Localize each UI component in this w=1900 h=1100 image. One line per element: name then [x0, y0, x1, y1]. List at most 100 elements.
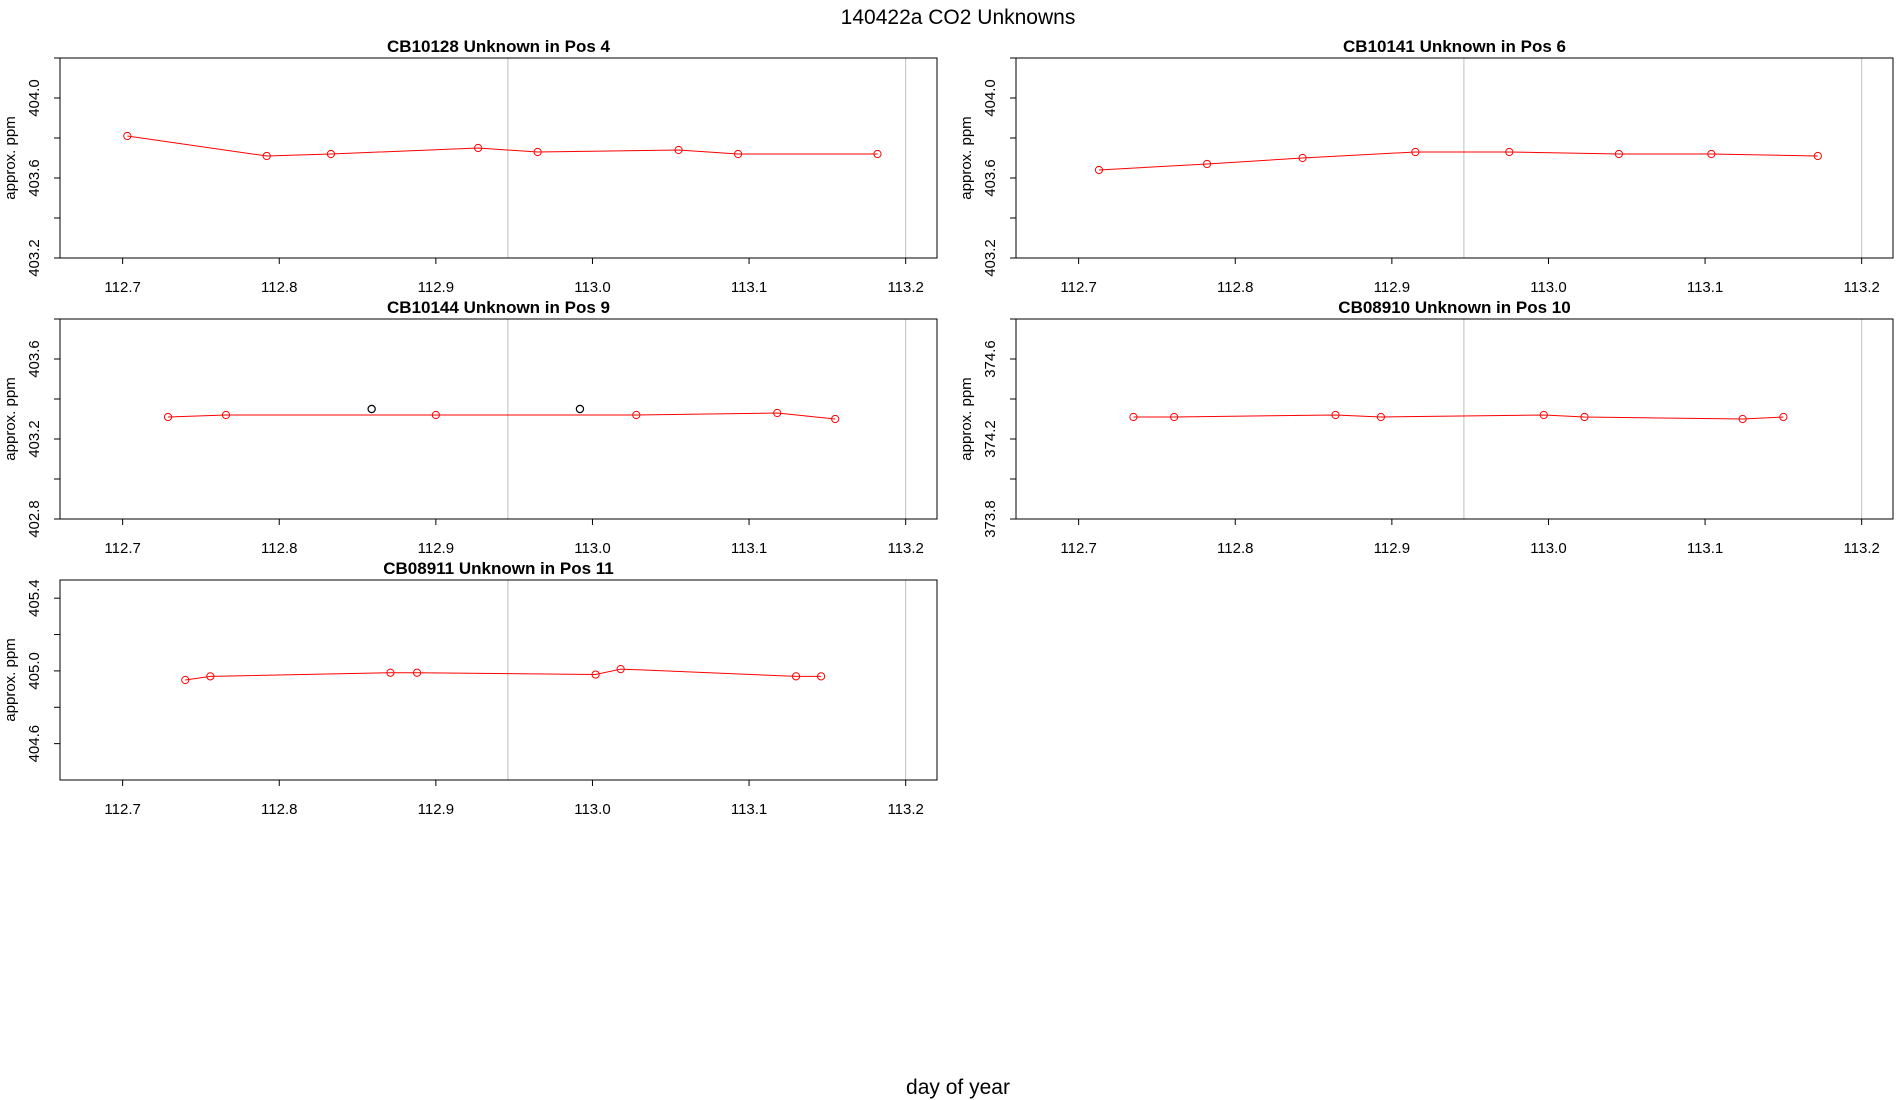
data-point	[533, 147, 542, 157]
plot-frame	[1015, 318, 1894, 520]
data-point	[221, 410, 231, 420]
x-tick-label: 113.1	[731, 279, 767, 296]
data-point	[1539, 410, 1548, 420]
y-tick-label: 404.0	[26, 79, 43, 117]
x-tick-label: 112.7	[104, 540, 140, 557]
data-point	[1813, 151, 1822, 161]
data-point	[1129, 412, 1138, 422]
x-tick-label: 113.2	[887, 801, 923, 818]
x-tick-label: 113.0	[1530, 540, 1566, 557]
y-axis-label: approx. ppm	[2, 377, 19, 460]
data-point	[632, 410, 641, 420]
data-point	[873, 149, 882, 159]
data-point	[474, 143, 483, 153]
y-tick-label: 373.8	[982, 500, 999, 538]
series-line	[127, 135, 878, 157]
figure-xlabel: day of year	[906, 1076, 1010, 1099]
series-line	[168, 412, 836, 420]
data-point	[1707, 149, 1716, 159]
data-point	[1298, 153, 1307, 163]
panel-title: CB08911 Unknown in Pos 11	[383, 559, 614, 578]
panel-title: CB10128 Unknown in Pos 4	[387, 37, 610, 56]
data-point	[181, 675, 190, 685]
x-tick-label: 113.2	[1843, 279, 1879, 296]
plot-frame	[1015, 57, 1894, 259]
panel-5: CB08911 Unknown in Pos 11 112.7 112.8 112.9…	[2, 559, 938, 818]
x-tick-label: 112.7	[1060, 279, 1096, 296]
x-tick-label: 113.0	[574, 801, 610, 818]
data-point	[1614, 149, 1624, 159]
y-axis-label: approx. ppm	[958, 377, 975, 460]
y-axis-label: approx. ppm	[2, 116, 19, 199]
panel-1: CB10128 Unknown in Pos 4 112.7 112.8 112.9 1…	[2, 37, 938, 296]
x-tick-label: 112.9	[418, 540, 454, 557]
x-tick-label: 113.2	[887, 279, 923, 296]
x-tick-label: 112.8	[261, 279, 297, 296]
y-tick-label: 403.6	[26, 340, 43, 378]
panel-title: CB08910 Unknown in Pos 10	[1338, 298, 1570, 317]
x-tick-label: 113.1	[1687, 540, 1723, 557]
x-tick-label: 113.0	[574, 279, 610, 296]
x-tick-label: 113.0	[574, 540, 610, 557]
data-point	[591, 670, 600, 679]
data-point	[1505, 147, 1514, 157]
data-point	[262, 151, 271, 161]
data-point	[674, 145, 683, 155]
data-point	[817, 672, 826, 681]
series-line	[185, 668, 822, 681]
data-point	[431, 410, 440, 420]
y-tick-label: 402.8	[26, 500, 43, 538]
y-tick-label: 403.6	[26, 159, 43, 197]
data-point	[1202, 159, 1212, 169]
data-point	[123, 131, 132, 141]
data-point	[1779, 412, 1788, 422]
panel-2: CB10141 Unknown in Pos 6 112.7 112.8 112.9 1…	[958, 37, 1894, 296]
data-point	[1331, 410, 1340, 420]
panel-3: CB10144 Unknown in Pos 9 112.7 112.8 112.9 1…	[2, 298, 938, 557]
x-tick-label: 113.1	[731, 801, 767, 818]
y-axis-label: approx. ppm	[2, 638, 19, 721]
y-tick-label: 374.6	[982, 340, 999, 378]
panel-4: CB08910 Unknown in Pos 10 112.7 112.8 112.9…	[958, 298, 1894, 557]
panels: CB10128 Unknown in Pos 4 112.7 112.8 112.9 1…	[2, 37, 1894, 818]
data-point	[1170, 412, 1179, 422]
data-point	[791, 672, 801, 681]
x-tick-label: 112.7	[104, 279, 140, 296]
y-tick-label: 403.6	[982, 159, 999, 197]
data-point	[412, 668, 422, 677]
x-tick-label: 112.9	[418, 279, 454, 296]
y-tick-label: 403.2	[26, 239, 43, 277]
y-tick-label: 374.2	[982, 420, 999, 458]
x-tick-label: 113.2	[887, 540, 923, 557]
x-tick-label: 113.0	[1530, 279, 1566, 296]
x-tick-label: 112.9	[418, 801, 454, 818]
x-tick-label: 112.8	[261, 540, 297, 557]
x-tick-label: 113.1	[731, 540, 767, 557]
panel-title: CB10144 Unknown in Pos 9	[387, 298, 610, 317]
x-tick-label: 112.9	[1374, 279, 1410, 296]
y-axis-label: approx. ppm	[958, 116, 975, 199]
y-tick-label: 405.0	[26, 652, 43, 690]
x-tick-label: 112.7	[1060, 540, 1096, 557]
x-tick-label: 113.1	[1687, 279, 1723, 296]
x-tick-label: 112.9	[1374, 540, 1410, 557]
x-tick-label: 112.7	[104, 801, 140, 818]
outlier-point	[575, 404, 585, 414]
data-point	[326, 149, 336, 159]
series-line	[1133, 414, 1784, 420]
y-tick-label: 403.2	[26, 420, 43, 458]
data-point	[1094, 165, 1104, 175]
data-point	[1738, 414, 1747, 424]
data-point	[386, 668, 395, 677]
x-tick-label: 113.2	[1843, 540, 1879, 557]
series-line	[1098, 151, 1818, 171]
x-tick-label: 112.8	[1217, 279, 1253, 296]
panel-title: CB10141 Unknown in Pos 6	[1343, 37, 1566, 56]
y-tick-label: 404.0	[982, 79, 999, 117]
data-point	[206, 672, 215, 681]
data-point	[831, 414, 840, 424]
data-point	[616, 664, 625, 674]
data-point	[773, 408, 782, 418]
